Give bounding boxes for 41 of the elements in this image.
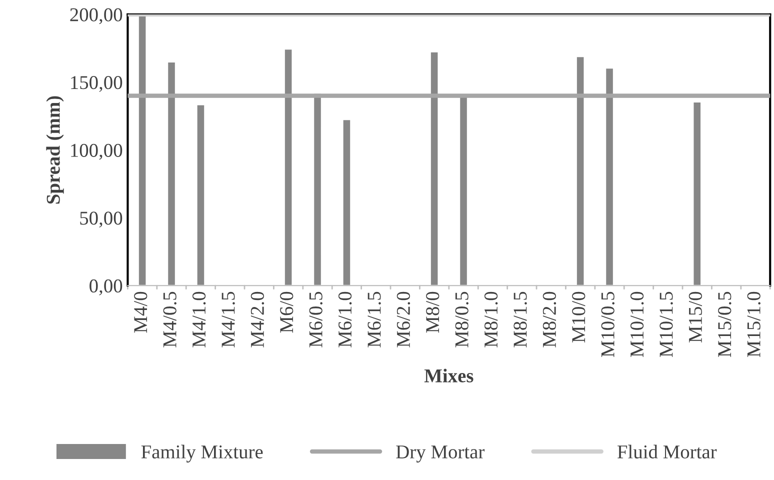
legend-label: Family Mixture xyxy=(141,444,263,462)
x-tick-label: M15/1.0 xyxy=(747,292,760,358)
y-tick-label: 200,00 xyxy=(70,8,122,24)
bar xyxy=(312,92,322,286)
x-tick-label: M6/0 xyxy=(280,292,294,333)
x-tick-label: M15/0 xyxy=(688,292,702,342)
y-tick-label: 50,00 xyxy=(80,212,122,228)
x-tick-label: M8/1.0 xyxy=(484,292,498,348)
x-tick-label: M6/1.5 xyxy=(368,292,381,348)
x-tick-label: M6/0.5 xyxy=(309,292,322,348)
x-tick-label: M10/0.5 xyxy=(601,292,614,358)
y-tick-label: 0,00 xyxy=(90,279,122,296)
x-axis-title: Mixes xyxy=(424,368,474,382)
x-tick-label: M10/0 xyxy=(572,292,586,342)
y-axis-title: Spread (mm) xyxy=(46,96,64,204)
y-tick-label: 150,00 xyxy=(71,76,122,92)
x-tick-label: M8/0.5 xyxy=(455,292,468,348)
y-tick-label: 100,00 xyxy=(71,144,122,160)
bar xyxy=(196,104,206,286)
legend-label: Fluid Mortar xyxy=(617,444,717,458)
x-tick-label: M4/1.0 xyxy=(192,292,206,348)
bar xyxy=(692,101,702,286)
x-tick-label: M4/0 xyxy=(134,292,148,333)
bar xyxy=(604,67,614,286)
bar xyxy=(342,118,352,286)
x-tick-label: M4/2.0 xyxy=(250,292,264,348)
x-tick-label: M10/1.5 xyxy=(660,292,673,358)
bar xyxy=(166,61,176,286)
x-tick-label: M8/0 xyxy=(426,292,440,333)
bar xyxy=(576,56,586,286)
x-tick-label: M4/0.5 xyxy=(163,292,176,348)
x-tick-label: M15/0.5 xyxy=(718,292,732,358)
x-tick-label: M8/2.0 xyxy=(542,292,556,348)
bar xyxy=(284,48,294,286)
x-tick-label: M4/1.5 xyxy=(222,292,235,348)
x-tick-label: M10/1.0 xyxy=(630,292,644,358)
bar xyxy=(430,50,440,286)
x-tick-label: M6/1.0 xyxy=(338,292,352,348)
x-tick-label: M8/1.5 xyxy=(514,292,527,348)
legend-label: Dry Mortar xyxy=(396,446,485,462)
x-tick-label: M6/2.0 xyxy=(396,292,410,348)
